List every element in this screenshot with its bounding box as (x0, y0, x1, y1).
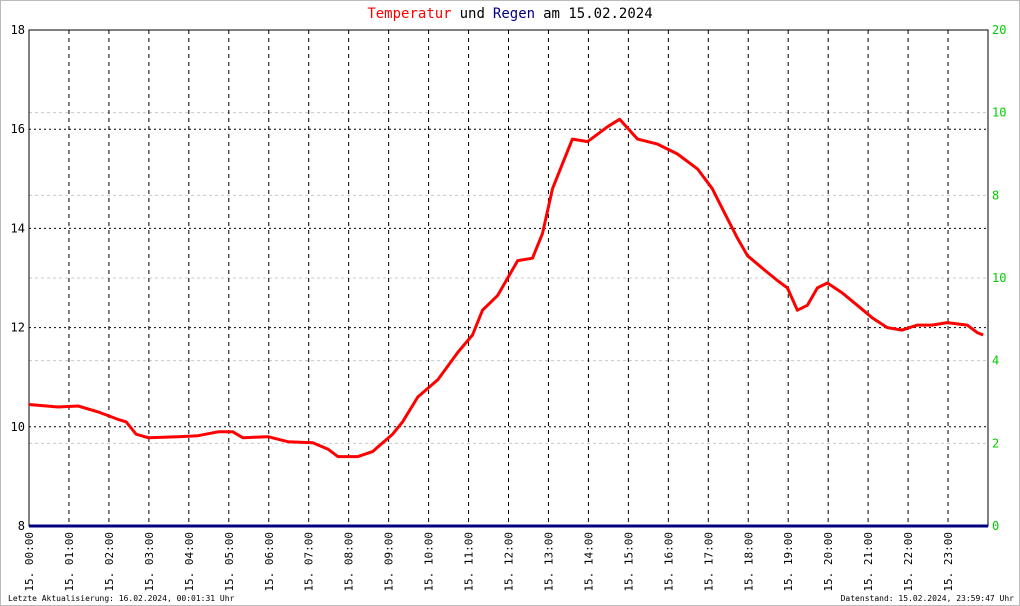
x-tick-label: 15. 07:00 (303, 532, 316, 592)
x-tick-label: 15. 18:00 (742, 532, 755, 592)
y2-tick-label: 2 (992, 436, 999, 450)
y-tick-label: 8 (18, 519, 25, 533)
x-tick-label: 15. 16:00 (662, 532, 675, 592)
x-tick-label: 15. 08:00 (343, 532, 356, 592)
chart-title: Temperatur und Regen am 15.02.2024 (367, 6, 652, 22)
y2-tick-label: 4 (992, 354, 999, 368)
y2-tick-label: 10 (992, 271, 1006, 285)
title-part: am 15.02.2024 (543, 6, 653, 22)
x-tick-label: 15. 15:00 (622, 532, 635, 592)
x-tick-label: 15. 20:00 (822, 532, 835, 592)
y-tick-label: 14 (11, 221, 25, 235)
x-tick-label: 15. 10:00 (423, 532, 436, 592)
x-tick-label: 15. 21:00 (862, 532, 875, 592)
x-tick-label: 15. 11:00 (463, 532, 476, 592)
x-tick-label: 15. 14:00 (582, 532, 595, 592)
x-tick-label: 15. 04:00 (183, 532, 196, 592)
x-tick-label: 15. 23:00 (942, 532, 955, 592)
title-part: Temperatur (367, 6, 451, 22)
x-tick-label: 15. 13:00 (542, 532, 555, 592)
x-tick-label: 15. 00:00 (23, 532, 36, 592)
y2-tick-label: 10 (992, 106, 1006, 120)
title-part: Regen (493, 6, 535, 22)
y2-tick-label: 8 (992, 188, 999, 202)
series-line (28, 117, 984, 459)
x-tick-label: 15. 01:00 (63, 532, 76, 592)
x-tick-label: 15. 17:00 (702, 532, 715, 592)
y2-tick-label: 0 (992, 519, 999, 533)
x-tick-label: 15. 06:00 (263, 532, 276, 592)
x-tick-label: 15. 22:00 (902, 532, 915, 592)
x-tick-label: 15. 02:00 (103, 532, 116, 592)
title-part: und (460, 6, 485, 22)
x-tick-label: 15. 19:00 (782, 532, 795, 592)
y-tick-label: 10 (11, 420, 25, 434)
x-tick-label: 15. 12:00 (503, 532, 516, 592)
footer-right: Datenstand: 15.02.2024, 23:59:47 Uhr (841, 594, 1015, 603)
y-tick-label: 18 (11, 23, 25, 37)
x-tick-label: 15. 03:00 (143, 532, 156, 592)
y-tick-label: 12 (11, 321, 25, 335)
y2-tick-label: 20 (992, 23, 1006, 37)
x-tick-label: 15. 05:00 (223, 532, 236, 592)
x-tick-label: 15. 09:00 (383, 532, 396, 592)
y-tick-label: 16 (11, 122, 25, 136)
footer-left: Letzte Aktualisierung: 16.02.2024, 00:01… (8, 594, 235, 603)
